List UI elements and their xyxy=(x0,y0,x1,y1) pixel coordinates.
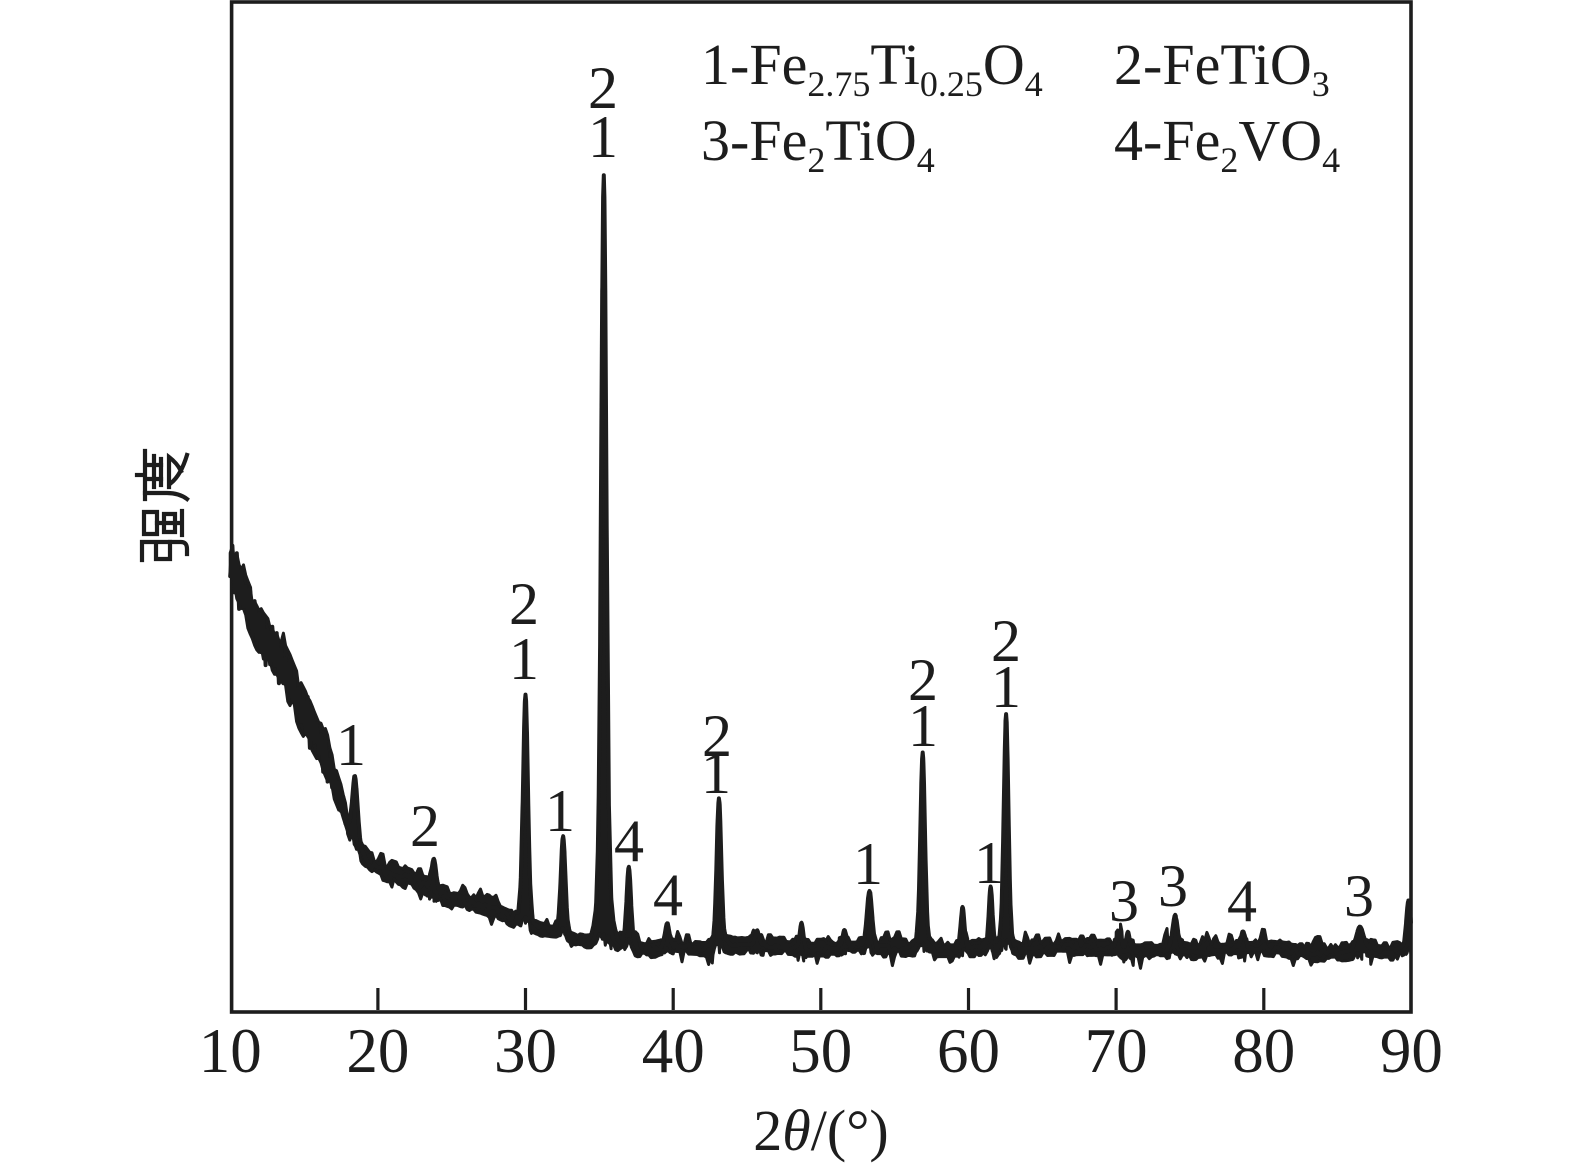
svg-text:2: 2 xyxy=(509,571,539,637)
svg-text:1: 1 xyxy=(588,104,618,170)
svg-text:1: 1 xyxy=(336,712,366,778)
svg-text:2: 2 xyxy=(410,793,440,859)
svg-text:3: 3 xyxy=(1344,863,1374,929)
svg-text:1: 1 xyxy=(991,654,1021,720)
svg-text:3: 3 xyxy=(1158,853,1188,919)
svg-text:4: 4 xyxy=(653,862,683,928)
svg-text:1: 1 xyxy=(545,778,575,844)
svg-text:2-FeTiO3: 2-FeTiO3 xyxy=(1114,32,1330,104)
svg-text:40: 40 xyxy=(642,1016,705,1086)
svg-text:4: 4 xyxy=(614,808,644,874)
svg-text:1-Fe2.75Ti0.25O4: 1-Fe2.75Ti0.25O4 xyxy=(701,32,1043,104)
svg-text:20: 20 xyxy=(346,1016,409,1086)
svg-text:2θ/(°): 2θ/(°) xyxy=(753,1098,888,1163)
svg-text:2: 2 xyxy=(908,647,938,713)
svg-text:1: 1 xyxy=(853,831,883,897)
svg-text:1: 1 xyxy=(974,830,1004,896)
svg-text:10: 10 xyxy=(199,1016,262,1086)
svg-text:3: 3 xyxy=(1109,868,1139,934)
svg-text:2: 2 xyxy=(991,608,1021,674)
svg-text:80: 80 xyxy=(1232,1016,1295,1086)
svg-text:1: 1 xyxy=(509,626,539,692)
svg-text:90: 90 xyxy=(1380,1016,1443,1086)
svg-text:4: 4 xyxy=(1227,868,1257,934)
svg-text:50: 50 xyxy=(789,1016,852,1086)
svg-text:60: 60 xyxy=(937,1016,1000,1086)
svg-text:30: 30 xyxy=(494,1016,557,1086)
svg-text:1: 1 xyxy=(908,693,938,759)
svg-text:1: 1 xyxy=(701,740,731,806)
svg-text:2: 2 xyxy=(588,55,618,121)
svg-text:70: 70 xyxy=(1085,1016,1148,1086)
svg-text:2: 2 xyxy=(702,703,732,769)
